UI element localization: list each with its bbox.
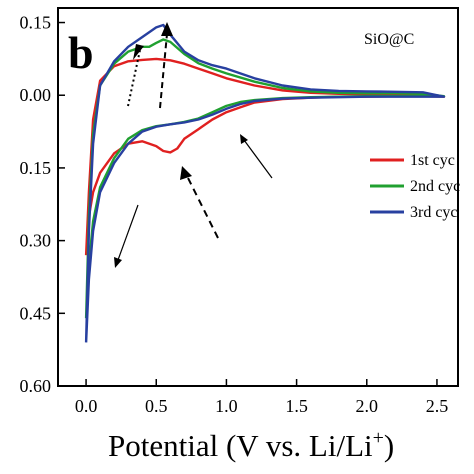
dashed-arrow-line-bottom bbox=[185, 173, 219, 239]
solid-arrow-head-right bbox=[240, 134, 248, 144]
x-tick-label: 2.5 bbox=[426, 396, 449, 416]
dashed-arrow-head-bottom bbox=[180, 166, 192, 180]
x-axis-label-sup: + bbox=[373, 427, 384, 449]
x-tick-label: 1.5 bbox=[285, 396, 308, 416]
plot-frame bbox=[57, 7, 459, 387]
series-line-3 bbox=[84, 23, 446, 343]
y-tick-label: 0.30 bbox=[20, 231, 52, 251]
annotation-arrows bbox=[114, 22, 273, 268]
x-axis-label-main: Potential (V vs. Li/Li bbox=[108, 428, 373, 463]
x-axis-label: Potential (V vs. Li/Li+) bbox=[108, 427, 394, 463]
y-tick-label: 0.00 bbox=[20, 85, 52, 105]
solid-arrow-line-left bbox=[117, 204, 139, 261]
y-axis-ticks: 0.15 0.00 0.15 0.30 0.45 0.60 bbox=[20, 13, 65, 396]
solid-arrow-line-right bbox=[243, 139, 273, 179]
y-tick-label: 0.15 bbox=[20, 158, 52, 178]
sample-annotation: SiO@C bbox=[364, 31, 414, 48]
legend-label-2: 2nd cyc bbox=[410, 178, 460, 195]
x-tick-label: 2.0 bbox=[356, 396, 379, 416]
dashed-arrow-line-top bbox=[159, 33, 168, 109]
series-layer bbox=[84, 23, 446, 343]
x-axis-label-end: ) bbox=[384, 428, 394, 463]
x-tick-label: 1.0 bbox=[215, 396, 238, 416]
legend: 1st cyc 2nd cyc 3rd cyc bbox=[370, 152, 460, 221]
solid-arrow-head-left bbox=[114, 257, 122, 268]
legend-label-3: 3rd cyc bbox=[410, 204, 458, 221]
x-tick-label: 0.5 bbox=[145, 396, 168, 416]
y-tick-label: 0.60 bbox=[20, 376, 52, 396]
dashed-arrow-head-top bbox=[161, 22, 173, 36]
series-line-1 bbox=[84, 57, 446, 256]
legend-label-1: 1st cyc bbox=[410, 152, 455, 169]
panel-label: b bbox=[68, 27, 94, 78]
x-tick-label: 0.0 bbox=[75, 396, 98, 416]
dotted-arrow-head bbox=[133, 44, 144, 60]
x-axis-ticks: 0.0 0.5 1.0 1.5 2.0 2.5 bbox=[75, 379, 448, 416]
y-tick-label: 0.15 bbox=[20, 13, 52, 33]
y-tick-label: 0.45 bbox=[20, 303, 52, 323]
